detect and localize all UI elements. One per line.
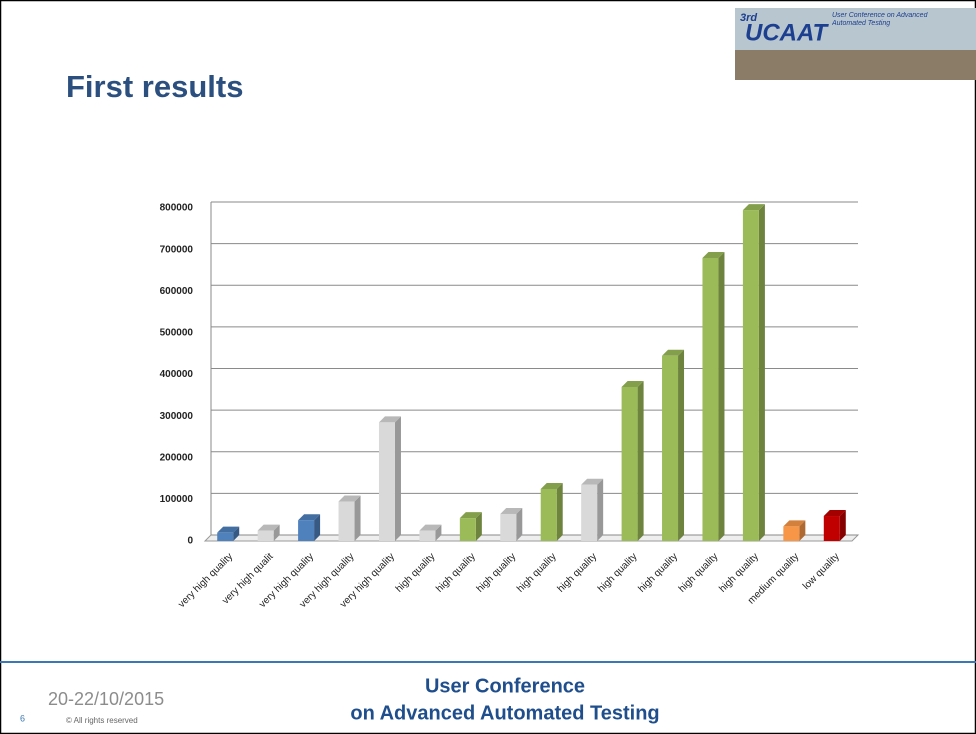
bar-top: [500, 507, 523, 514]
logo: 3rd UCAAT User Conference on Advanced Au…: [735, 8, 976, 80]
bar: [742, 210, 759, 542]
bar: [581, 484, 598, 541]
bar-side: [839, 510, 846, 541]
bar-top: [378, 416, 401, 423]
bar: [378, 422, 395, 541]
bar-top: [298, 514, 321, 521]
bar-side: [718, 251, 725, 541]
bar-side: [435, 524, 442, 541]
bar: [823, 516, 840, 541]
footer-conference-2: on Advanced Automated Testing: [350, 702, 659, 724]
y-tick-label: 400000: [160, 369, 194, 380]
footer-conference-1: User Conference: [425, 675, 585, 697]
bar: [459, 518, 476, 541]
y-tick-label: 0: [187, 536, 193, 547]
bar: [298, 520, 315, 541]
bar-side: [678, 349, 685, 541]
bar-top: [257, 524, 280, 531]
logo-name: UCAAT: [745, 19, 830, 46]
bar-side: [354, 495, 361, 541]
bar-side: [314, 514, 321, 541]
bar-side: [799, 520, 806, 541]
logo-edition: 3rd: [740, 12, 757, 24]
y-tick-label: 300000: [160, 411, 194, 422]
y-tick-label: 700000: [160, 244, 194, 255]
y-tick-label: 500000: [160, 328, 194, 339]
bar-side: [475, 512, 482, 541]
bar: [702, 257, 719, 541]
slide-title: First results: [66, 69, 243, 104]
bar-top: [459, 512, 482, 519]
bar-side: [758, 204, 765, 542]
bar: [783, 526, 800, 541]
bar-side: [233, 526, 240, 541]
y-tick-label: 100000: [160, 494, 194, 505]
bar-side: [516, 507, 523, 541]
bar: [419, 530, 436, 541]
bar-top: [662, 349, 685, 356]
bar-top: [621, 380, 644, 387]
bar: [257, 530, 274, 541]
bar: [621, 386, 638, 541]
bar: [217, 532, 234, 541]
footer-date: 20-22/10/2015: [48, 689, 164, 709]
logo-subtitle-box: User Conference on Advanced Automated Te…: [832, 12, 928, 27]
bar-side: [597, 478, 604, 541]
footer-page: 6: [20, 713, 25, 723]
bar: [540, 488, 557, 541]
bar-side: [273, 524, 280, 541]
bar-top: [540, 482, 563, 489]
bar-side: [556, 482, 563, 541]
bar-top: [783, 520, 806, 527]
bar-top: [702, 251, 725, 258]
bar: [500, 513, 517, 541]
bar-top: [338, 495, 361, 502]
logo-subtitle: User Conference on Advanced Automated Te…: [832, 12, 928, 27]
bar: [338, 501, 355, 541]
bar-top: [823, 510, 846, 517]
y-tick-label: 600000: [160, 286, 194, 297]
footer-rights: © All rights reserved: [66, 716, 138, 725]
bar-top: [419, 524, 442, 531]
bar: [662, 355, 679, 541]
y-tick-label: 200000: [160, 452, 194, 463]
bar-side: [394, 416, 401, 541]
bar-top: [581, 478, 604, 485]
bar-top: [217, 526, 240, 533]
y-tick-label: 800000: [160, 203, 194, 214]
bar-side: [637, 380, 644, 541]
bar-top: [742, 204, 765, 211]
logo-harbor: [735, 50, 976, 80]
